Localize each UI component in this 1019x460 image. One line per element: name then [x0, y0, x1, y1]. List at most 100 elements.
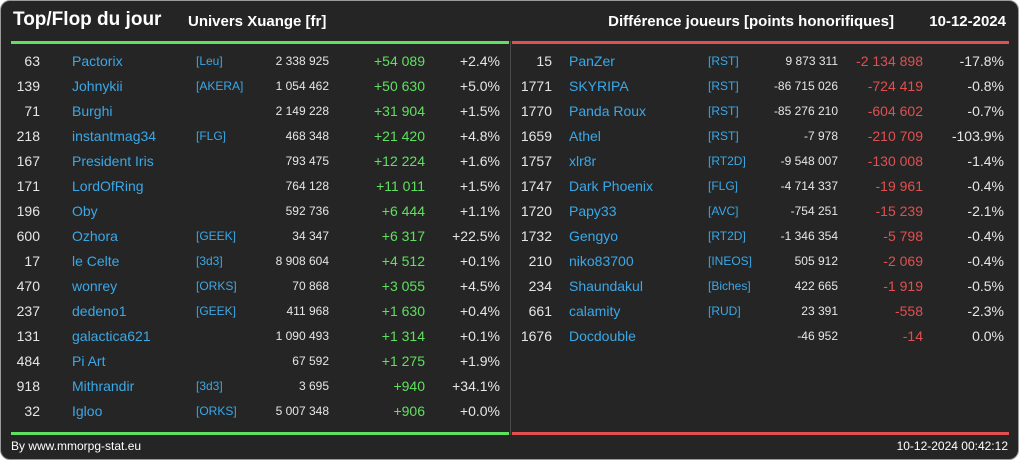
player-name-link[interactable]: Docdouble [569, 328, 636, 344]
flop-row: 1747 Dark Phoenix [FLG] -4 714 337 -19 961 -0… [512, 174, 1009, 199]
percent-change: +0.4% [459, 303, 500, 319]
player-name-link[interactable]: Johnykii [72, 78, 123, 94]
player-points: 1 054 462 [275, 79, 329, 93]
top-row: 167 President Iris 793 475 +12 224 +1.6% [11, 149, 509, 174]
player-rank: 1659 [520, 128, 552, 144]
points-difference: +1 275 [381, 353, 425, 369]
alliance-tag-link[interactable]: [3d3] [196, 254, 223, 268]
player-name-link[interactable]: dedeno1 [72, 303, 127, 319]
alliance-tag-link[interactable]: [FLG] [196, 129, 227, 143]
points-difference: +3 055 [381, 278, 425, 294]
points-difference: +6 444 [381, 203, 425, 219]
top-row: 600 Ozhora [GEEK] 34 347 +6 317 +22.5% [11, 224, 509, 249]
top-row: 484 Pi Art 67 592 +1 275 +1.9% [11, 349, 509, 374]
player-rank: 918 [16, 378, 40, 394]
page-title: Top/Flop du jour [13, 9, 162, 30]
alliance-tag-link[interactable]: [INEOS] [708, 254, 753, 268]
alliance-tag-link[interactable]: [RT2D] [708, 154, 746, 168]
percent-change: +4.5% [459, 278, 500, 294]
top-panel-upper-bar [11, 41, 509, 44]
top-row: 63 Pactorix [Leu] 2 338 925 +54 089 +2.4% [11, 49, 509, 74]
percent-change: 0.0% [972, 328, 1004, 344]
player-rank: 1747 [520, 178, 552, 194]
alliance-tag-link[interactable]: [3d3] [196, 379, 223, 393]
player-name-link[interactable]: niko83700 [569, 253, 634, 269]
player-name-link[interactable]: Oby [72, 203, 98, 219]
player-name-link[interactable]: Ozhora [72, 228, 118, 244]
player-name-link[interactable]: calamity [569, 303, 621, 319]
alliance-tag-link[interactable]: [FLG] [708, 179, 739, 193]
player-name-link[interactable]: Pactorix [72, 53, 123, 69]
player-name-link[interactable]: SKYRIPA [569, 78, 629, 94]
alliance-tag-link[interactable]: [GEEK] [196, 229, 237, 243]
player-rank: 1720 [520, 203, 552, 219]
player-name-link[interactable]: PanZer [569, 53, 615, 69]
points-difference: +50 630 [374, 78, 425, 94]
flop-row: 1771 SKYRIPA [RST] -86 715 026 -724 419 -0.8% [512, 74, 1009, 99]
percent-change: +5.0% [459, 78, 500, 94]
points-difference: -2 134 898 [856, 53, 923, 69]
alliance-tag-link[interactable]: [RST] [708, 54, 739, 68]
player-rank: 139 [16, 78, 40, 94]
alliance-tag-link[interactable]: [RST] [708, 129, 739, 143]
alliance-tag-link[interactable]: [ORKS] [196, 279, 237, 293]
flop-row: 1676 Docdouble -46 952 -14 0.0% [512, 324, 1009, 349]
alliance-tag-link[interactable]: [RT2D] [708, 229, 746, 243]
percent-change: +1.1% [459, 203, 500, 219]
player-name-link[interactable]: Papy33 [569, 203, 617, 219]
player-name-link[interactable]: le Celte [72, 253, 120, 269]
points-difference: -14 [902, 328, 923, 344]
alliance-tag-link[interactable]: [GEEK] [196, 304, 237, 318]
top-rows: 63 Pactorix [Leu] 2 338 925 +54 089 +2.4% 139 J… [11, 49, 509, 424]
top-row: 218 instantmag34 [FLG] 468 348 +21 420 +4.8% [11, 124, 509, 149]
percent-change: -0.5% [967, 278, 1004, 294]
points-difference: -2 069 [883, 253, 923, 269]
flop-row: 15 PanZer [RST] 9 873 311 -2 134 898 -17.8% [512, 49, 1009, 74]
top-row: 918 Mithrandir [3d3] 3 695 +940 +34.1% [11, 374, 509, 399]
player-points: 34 347 [292, 229, 329, 243]
player-name-link[interactable]: Athel [569, 128, 601, 144]
player-name-link[interactable]: galactica621 [72, 328, 151, 344]
flop-row: 1720 Papy33 [AVC] -754 251 -15 239 -2.1% [512, 199, 1009, 224]
percent-change: +1.5% [459, 178, 500, 194]
alliance-tag-link[interactable]: [AKERA] [196, 79, 244, 93]
player-rank: 234 [528, 278, 552, 294]
points-difference: -724 419 [867, 78, 923, 94]
alliance-tag-link[interactable]: [ORKS] [196, 404, 237, 418]
percent-change: +1.9% [459, 353, 500, 369]
player-rank: 63 [24, 53, 40, 69]
player-points: 764 128 [285, 179, 329, 193]
panel-divider [510, 41, 511, 435]
alliance-tag-link[interactable]: [RST] [708, 79, 739, 93]
points-difference: +12 224 [374, 153, 425, 169]
player-name-link[interactable]: Dark Phoenix [569, 178, 654, 194]
player-name-link[interactable]: President Iris [72, 153, 154, 169]
player-name-link[interactable]: LordOfRing [72, 178, 144, 194]
player-name-link[interactable]: instantmag34 [72, 128, 157, 144]
player-rank: 1771 [520, 78, 552, 94]
alliance-tag-link[interactable]: [RUD] [708, 304, 741, 318]
points-difference: -558 [894, 303, 923, 319]
top-row: 131 galactica621 1 090 493 +1 314 +0.1% [11, 324, 509, 349]
player-name-link[interactable]: Igloo [72, 403, 103, 419]
player-name-link[interactable]: Pi Art [72, 353, 106, 369]
player-rank: 237 [16, 303, 40, 319]
player-name-link[interactable]: Panda Roux [569, 103, 647, 119]
player-rank: 17 [24, 253, 40, 269]
player-name-link[interactable]: wonrey [72, 278, 118, 294]
flop-row: 1659 Athel [RST] -7 978 -210 709 -103.9% [512, 124, 1009, 149]
player-name-link[interactable]: Gengyo [569, 228, 619, 244]
alliance-tag-link[interactable]: [Biches] [708, 279, 751, 293]
alliance-tag-link[interactable]: [AVC] [708, 204, 739, 218]
player-rank: 661 [528, 303, 552, 319]
player-name-link[interactable]: Shaundakul [569, 278, 643, 294]
player-name-link[interactable]: Mithrandir [72, 378, 135, 394]
points-difference: +6 317 [381, 228, 425, 244]
player-rank: 210 [528, 253, 552, 269]
top-row: 196 Oby 592 736 +6 444 +1.1% [11, 199, 509, 224]
alliance-tag-link[interactable]: [Leu] [196, 54, 223, 68]
player-name-link[interactable]: xlr8r [569, 153, 597, 169]
player-points: -46 952 [797, 329, 838, 343]
player-name-link[interactable]: Burghi [72, 103, 113, 119]
alliance-tag-link[interactable]: [RST] [708, 104, 739, 118]
